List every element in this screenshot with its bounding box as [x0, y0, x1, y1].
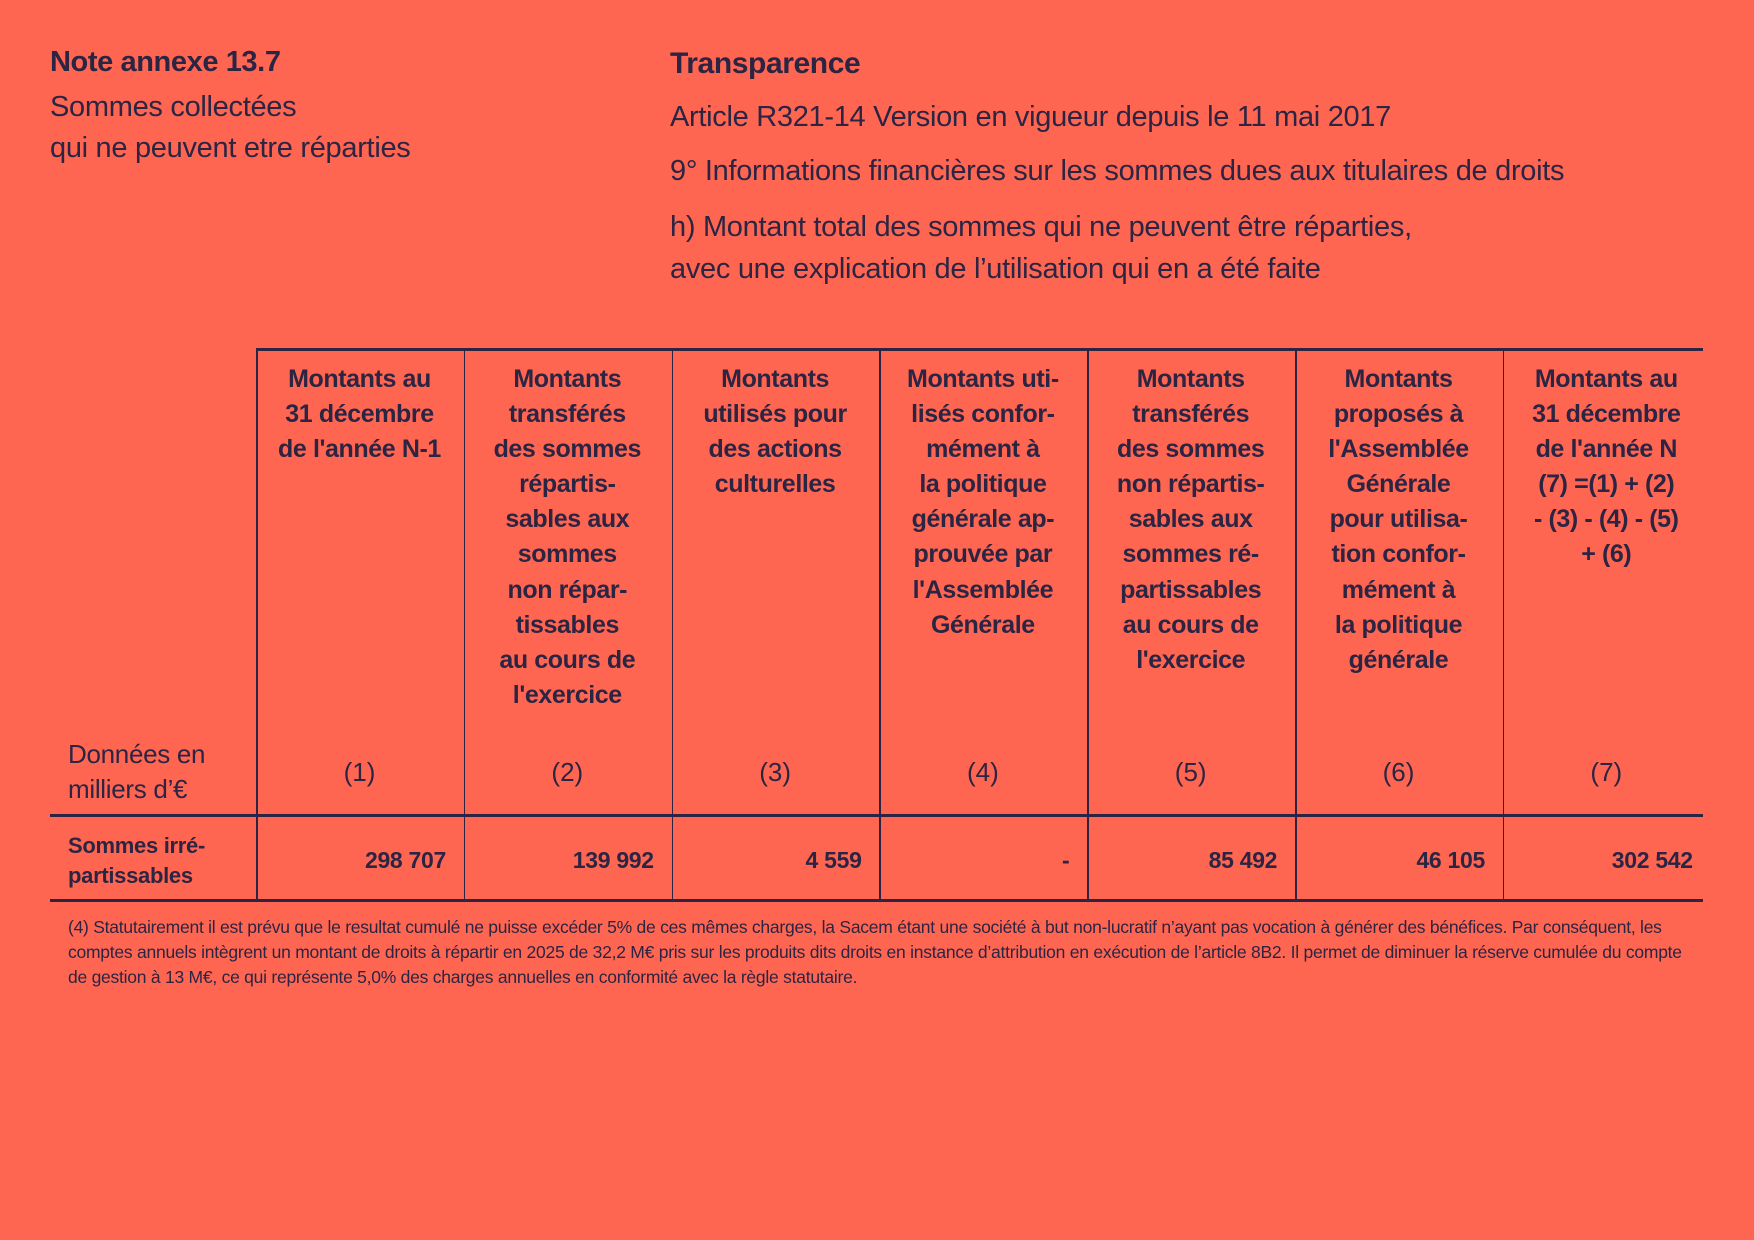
column-divider	[256, 350, 258, 901]
column-divider	[1502, 350, 1505, 901]
column-header-line: non répartis-	[1116, 470, 1265, 499]
column-header-line: pour utilisa-	[1329, 505, 1468, 534]
note-subtitle-line: qui ne peuvent etre réparties	[50, 132, 411, 164]
column-header-line: Montants au	[1534, 365, 1678, 393]
column-header-line: Montants	[1344, 365, 1453, 393]
row-label-line: Sommes irré-	[68, 833, 206, 858]
column-header-line: lisés confor-	[911, 400, 1055, 429]
column-divider	[671, 350, 674, 901]
column-header-line: au cours de	[499, 645, 636, 674]
column-header-line: Montants au	[288, 365, 431, 393]
column-header-7: Montants au 31 décembre de l'année N (7) =(…	[1503, 362, 1710, 573]
column-number-1: (1)	[343, 757, 376, 787]
column-header-line: non répar-	[507, 575, 628, 604]
column-divider	[1295, 350, 1297, 901]
transparence-title: Transparence	[670, 47, 861, 80]
column-header-line: sommes	[517, 540, 617, 569]
note-subtitle: Sommes collectées qui ne peuvent etre ré…	[50, 87, 411, 169]
column-header-3: Montants utilisés pour des actions culturel…	[672, 362, 879, 502]
column-header-2: Montants transférés des sommes répartis-sab…	[464, 362, 671, 713]
column-number-3: (3)	[759, 757, 791, 787]
column-divider	[879, 350, 881, 901]
column-header-line: tissables	[515, 610, 620, 639]
column-header-line: (7) =(1) + (2)	[1538, 470, 1675, 499]
column-header-line: l'exercice	[512, 680, 622, 709]
footnote: (4) Statutairement il est prévu que le r…	[68, 917, 1682, 987]
table-cell-value: 139 992	[572, 847, 654, 873]
table-cell-value: 302 542	[1611, 847, 1693, 873]
column-header-line: l'Assemblée	[1328, 435, 1469, 464]
item-description-line: h) Montant total des sommes qui ne peuve…	[670, 211, 1412, 243]
column-header-line: des actions	[708, 435, 843, 464]
table-cell-value: 46 105	[1416, 847, 1485, 873]
column-header-line: des sommes	[1116, 435, 1265, 464]
column-header-line: Montants	[1136, 365, 1245, 393]
column-header-line: au cours de	[1122, 610, 1259, 639]
column-header-line: de l'année N	[1535, 435, 1678, 464]
row-label-line: partissables	[68, 863, 193, 888]
column-header-5: Montants transférés des sommes non répartis…	[1087, 362, 1294, 678]
table-cell-value: 85 492	[1208, 847, 1278, 873]
column-header-line: - (3) - (4) - (5)	[1534, 505, 1679, 534]
column-header-line: + (6)	[1581, 540, 1632, 569]
column-header-line: Montants	[721, 365, 830, 393]
column-header-line: Montants uti-	[907, 365, 1059, 393]
unit-label-line: Données en	[68, 739, 206, 769]
column-header-line: tion confor-	[1331, 540, 1466, 569]
column-divider	[1087, 350, 1089, 901]
section-heading: 9° Informations financières sur les somm…	[670, 155, 1565, 187]
column-header-line: Générale	[1346, 470, 1451, 499]
column-header-line: transférés	[1132, 400, 1250, 429]
table-top-rule	[256, 348, 1703, 351]
column-number-7: (7)	[1590, 757, 1623, 787]
column-header-line: mément à	[926, 435, 1040, 464]
column-header-line: 31 décembre	[1532, 400, 1681, 429]
table-header-rule	[50, 814, 1703, 817]
table-cell-value: -	[1062, 847, 1070, 873]
column-header-line: générale ap-	[911, 505, 1055, 534]
column-header-line: mément à	[1341, 575, 1456, 604]
table-cell-value: 4 559	[805, 847, 862, 873]
column-header-4: Montants uti-lisés confor-mément à la pol…	[879, 362, 1086, 643]
column-number-5: (5)	[1174, 757, 1207, 787]
item-description: h) Montant total des sommes qui ne peuve…	[670, 206, 1412, 290]
column-header-line: sommes ré-	[1122, 540, 1260, 569]
column-header-line: de l'année N-1	[278, 435, 441, 464]
column-header-line: répartis-	[519, 470, 616, 499]
column-header-line: culturelles	[714, 470, 836, 499]
column-header-line: générale	[1348, 645, 1449, 674]
column-header-line: transférés	[508, 400, 626, 429]
row-label: Sommes irré- partissables	[68, 831, 205, 891]
column-header-line: l'exercice	[1136, 645, 1246, 674]
column-header-line: utilisés pour	[703, 400, 847, 429]
unit-label: Données en milliers d’€	[68, 737, 206, 807]
unit-label-line: milliers d’€	[68, 774, 188, 804]
column-header-line: la politique	[919, 470, 1047, 499]
column-header-line: des sommes	[493, 435, 642, 464]
column-header-line: sables aux	[505, 505, 630, 534]
column-number-2: (2)	[551, 757, 584, 787]
column-header-line: la politique	[1334, 610, 1463, 639]
column-header-1: Montants au 31 décembre de l'année N-1	[256, 362, 463, 467]
column-header-line: Générale	[930, 610, 1035, 639]
column-header-line: sables aux	[1128, 505, 1253, 534]
column-header-line: prouvée par	[913, 540, 1053, 569]
column-header-6: Montants proposés à l'Assemblée Générale pou…	[1295, 362, 1502, 678]
table-bottom-rule	[50, 899, 1703, 902]
article-reference: Article R321-14 Version en vigueur depui…	[670, 101, 1392, 133]
column-header-line: 31 décembre	[285, 400, 434, 429]
column-divider	[463, 350, 466, 901]
column-header-line: partissables	[1120, 575, 1262, 604]
note-subtitle-line: Sommes collectées	[50, 91, 297, 123]
note-title: Note annexe 13.7	[50, 46, 281, 78]
column-number-4: (4)	[967, 757, 999, 787]
item-description-line: avec une explication de l’utilisation qu…	[670, 253, 1321, 285]
column-header-line: proposés à	[1333, 400, 1464, 429]
column-number-6: (6)	[1382, 757, 1415, 787]
column-header-line: Montants	[513, 365, 622, 393]
column-header-line: l'Assemblée	[912, 575, 1054, 604]
table-cell-value: 298 707	[364, 847, 446, 873]
